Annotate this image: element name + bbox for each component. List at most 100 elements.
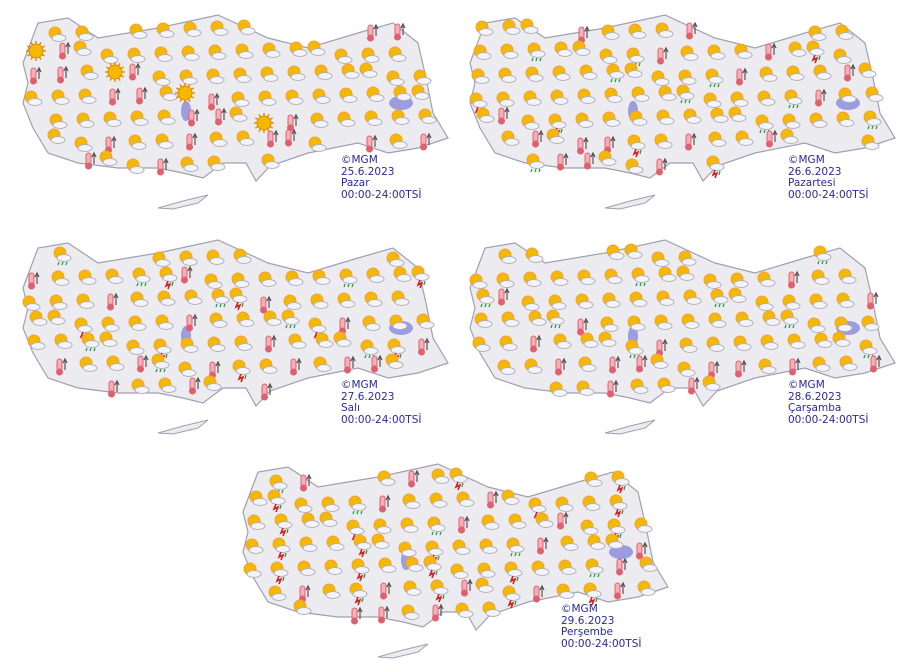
sunny-icon [175,83,195,103]
thunderstorm-icon [272,537,291,561]
partly-cloudy-icon [710,107,729,123]
hot-thermometer-icon [267,129,279,148]
hot-thermometer-icon [209,360,221,379]
partly-cloudy-icon [398,541,417,557]
partly-cloudy-icon [654,133,673,149]
hot-thermometer-icon [371,354,383,373]
hot-thermometer-icon [287,113,299,132]
partly-cloudy-icon [676,265,695,281]
hot-thermometer-icon [557,511,569,530]
hot-thermometer-icon [688,376,700,395]
partly-cloudy-icon [158,377,177,393]
thunderstorm-icon [706,155,725,179]
hot-thermometer-icon [498,106,510,125]
partly-cloudy-icon [735,311,754,327]
partly-cloudy-icon [604,268,623,284]
caption-date: 25.6.2023 [341,165,395,178]
partly-cloudy-icon [703,273,722,289]
partly-cloudy-icon [209,312,228,328]
thunderstorm-icon [806,40,825,64]
partly-cloudy-icon [206,249,225,265]
partly-cloudy-icon [103,111,122,127]
partly-cloudy-icon [49,294,68,310]
partly-cloudy-icon [496,272,515,288]
thunderstorm-icon [423,555,442,579]
partly-cloudy-icon [234,335,253,351]
showers-icon [348,495,367,515]
partly-cloudy-icon [814,332,833,348]
thunderstorm-icon [449,467,468,491]
showers-icon [132,267,151,287]
partly-cloudy-icon [155,133,174,149]
caption-time-range: 00:00-24:00TSİ [788,413,869,426]
partly-cloudy-icon [546,128,565,144]
showers-icon [527,42,546,62]
partly-cloudy-icon [702,375,721,391]
partly-cloudy-icon [378,557,397,573]
partly-cloudy-icon [315,332,334,348]
partly-cloudy-icon [341,63,360,79]
showers-icon [705,68,724,88]
partly-cloudy-icon [243,562,262,578]
partly-cloudy-icon [501,311,520,327]
partly-cloudy-icon [287,65,306,81]
thunderstorm-icon [270,561,289,585]
partly-cloudy-icon [76,293,95,309]
hot-thermometer-icon [461,578,473,597]
hot-thermometer-icon [685,132,697,151]
partly-cloudy-icon [838,268,857,284]
hot-thermometer-icon [107,292,119,311]
partly-cloudy-icon [157,290,176,306]
partly-cloudy-icon [808,25,827,41]
hot-thermometer-icon [870,354,882,373]
partly-cloudy-icon [604,87,623,103]
partly-cloudy-icon [411,84,430,100]
hot-thermometer-icon [186,313,198,332]
partly-cloudy-icon [832,331,851,347]
showers-icon [626,47,645,67]
partly-cloudy-icon [237,19,256,35]
partly-cloudy-icon [235,43,254,59]
partly-cloudy-icon [499,335,518,351]
caption-date: 27.6.2023 [341,390,395,403]
hot-thermometer-icon [735,359,747,378]
partly-cloudy-icon [735,130,754,146]
partly-cloudy-icon [508,513,527,529]
hot-thermometer-icon [844,63,856,82]
partly-cloudy-icon [127,47,146,63]
partly-cloudy-icon [76,112,95,128]
partly-cloudy-icon [758,358,777,374]
partly-cloudy-icon [523,90,542,106]
partly-cloudy-icon [654,314,673,330]
partly-cloudy-icon [259,358,278,374]
partly-cloudy-icon [100,48,119,64]
caption-date: 26.6.2023 [788,165,842,178]
partly-cloudy-icon [400,517,419,533]
partly-cloudy-icon [598,331,617,347]
partly-cloudy-icon [677,361,696,377]
hot-thermometer-icon [765,42,777,61]
weather-map: ©MGM 26.6.2023 Pazartesi 00:00-24:00TSİ [455,3,900,218]
partly-cloudy-icon [180,337,199,353]
thunderstorm-icon [229,287,248,311]
hot-thermometer-icon [129,62,141,81]
showers-icon [81,332,100,352]
partly-cloudy-icon [73,40,92,56]
thunderstorm-icon [627,134,646,158]
partly-cloudy-icon [479,538,498,554]
hot-thermometer-icon [656,157,668,176]
hot-thermometer-icon [215,107,227,126]
partly-cloudy-icon [601,24,620,40]
partly-cloudy-icon [605,533,624,549]
partly-cloudy-icon [48,26,67,42]
partly-cloudy-icon [322,583,341,599]
partly-cloudy-icon [236,130,255,146]
showers-icon [606,63,625,83]
hot-thermometer-icon [290,357,302,376]
partly-cloudy-icon [639,556,658,572]
hot-thermometer-icon [537,536,549,555]
hot-thermometer-icon [736,67,748,86]
showers-icon [211,288,230,308]
partly-cloudy-icon [385,353,404,369]
partly-cloudy-icon [550,89,569,105]
